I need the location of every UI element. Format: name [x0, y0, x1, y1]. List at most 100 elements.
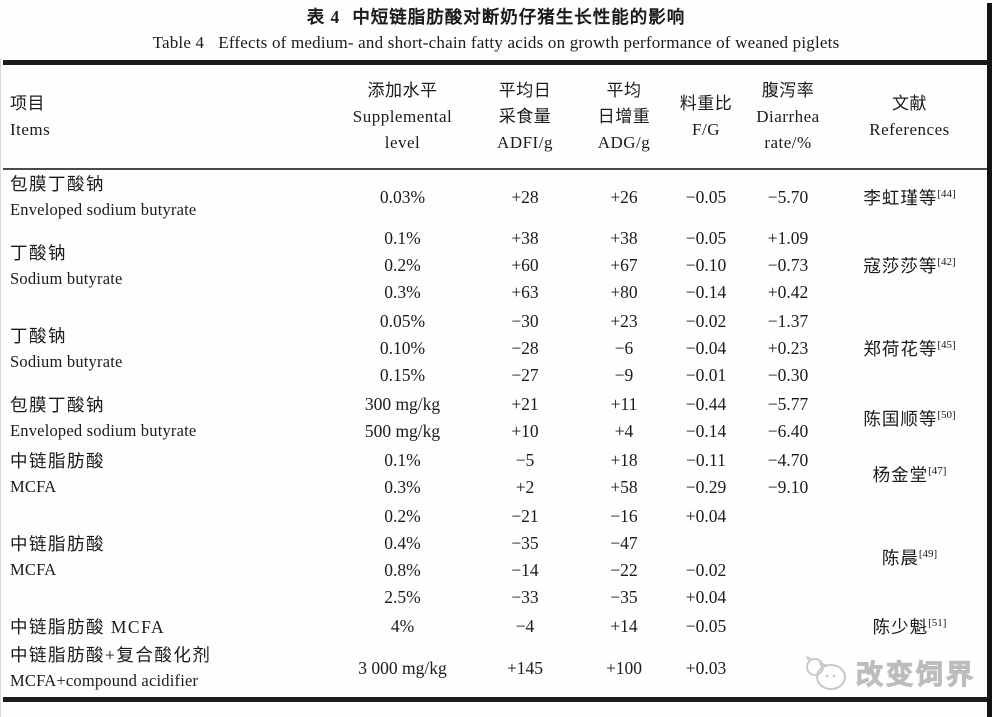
header-line: Supplemental: [352, 106, 453, 126]
cell-level: 4%: [390, 616, 415, 636]
item-name-zh: 丁酸钠: [10, 242, 67, 263]
cell-diarrhea: [744, 584, 832, 611]
table-group: 中链脂肪酸 MCFA 4% −4 +14 −0.05 陈少魁[51]: [3, 612, 987, 641]
cell-level: 0.2%: [384, 506, 421, 526]
table-body: 包膜丁酸钠 Enveloped sodium butyrate 0.03% +28 +2…: [0, 170, 992, 697]
cell-level: 0.03%: [379, 186, 426, 207]
reference: 郑荷花等[45]: [832, 336, 987, 361]
table-group: 包膜丁酸钠 Enveloped sodium butyrate 0.03% +28 +2…: [3, 170, 987, 224]
item-name-zh: 包膜丁酸钠: [10, 395, 105, 415]
cell-adg: −6: [614, 338, 634, 358]
table-title-en-text: Effects of medium- and short-chain fatty…: [218, 33, 840, 52]
cell-diarrhea: −1.37: [767, 311, 809, 331]
watermark-text: 改变饲界: [856, 660, 976, 691]
cell-level: 0.3%: [384, 477, 421, 497]
cell-level: 2.5%: [384, 587, 421, 607]
item-name-zh: 中链脂肪酸: [10, 534, 105, 554]
cell-adfi: −4: [515, 616, 535, 636]
cell-adfi: +10: [511, 421, 539, 441]
item-name-en: MCFA: [10, 477, 57, 496]
cell-level: 0.10%: [379, 338, 426, 358]
cell-adfi: −35: [511, 533, 539, 553]
reference-name: 陈国顺等: [863, 408, 938, 429]
cell-fg: −0.04: [685, 338, 727, 358]
cell-fg: +0.04: [685, 506, 727, 526]
cell-diarrhea: −0.30: [767, 365, 809, 385]
header-line: 文献: [892, 93, 927, 113]
table-title-en: Table 4 Effects of medium- and short-chai…: [0, 29, 992, 56]
table-group: 丁酸钠 Sodium butyrate 0.05% −30 +23 −0.02 −1.37 0…: [3, 307, 987, 390]
cell-level: 0.4%: [384, 533, 421, 553]
cell-adfi: −21: [511, 506, 539, 526]
value-grid: 300 mg/kg +21 +11 −0.44 −5.77 500 mg/kg +10 +4 −…: [335, 391, 832, 445]
item-cell: 中链脂肪酸 MCFA: [3, 614, 335, 640]
reference-name: 寇莎莎等: [863, 256, 938, 276]
cell-adg: +4: [614, 421, 634, 441]
column-header-fg: 料重比 F/G: [668, 91, 744, 143]
reference-superscript: [45]: [937, 339, 956, 352]
header-line: Items: [10, 119, 51, 139]
item-name-en: MCFA: [10, 560, 57, 579]
cell-adg: −22: [610, 560, 638, 580]
cell-adfi: +63: [511, 282, 539, 302]
cell-adg: −9: [614, 365, 634, 385]
reference-name: 陈少魁: [872, 617, 929, 637]
reference: 陈少魁[51]: [832, 614, 987, 639]
item-cell: 丁酸钠 Sodium butyrate: [3, 240, 335, 292]
cell-adg: +100: [605, 657, 643, 678]
item-cell: 丁酸钠 Sodium butyrate: [3, 323, 335, 375]
value-grid: 0.1% −5 +18 −0.11 −4.70 0.3% +2 +58 −0.29 −9.10: [335, 447, 832, 501]
cell-level: 300 mg/kg: [364, 394, 441, 414]
header-line: References: [869, 119, 950, 139]
cell-diarrhea: [744, 530, 832, 557]
cell-diarrhea: [744, 503, 832, 530]
item-name-en: Enveloped sodium butyrate: [10, 200, 197, 219]
cell-level: 0.15%: [379, 365, 426, 385]
value-grid: 0.05% −30 +23 −0.02 −1.37 0.10% −28 −6 −0.04 +0.2…: [335, 308, 832, 389]
cell-fg: −0.14: [685, 421, 727, 441]
item-name-zh: 包膜丁酸钠: [10, 174, 105, 194]
table-group: 中链脂肪酸 MCFA 0.2% −21 −16 +0.04 0.4% −35 −47 0.8% −1…: [3, 502, 987, 612]
table-bottom-rule: [3, 697, 992, 702]
header-line: ADG/g: [597, 132, 651, 152]
cell-fg: −0.02: [685, 560, 727, 580]
cell-adfi: +21: [511, 394, 539, 414]
table-group: 中链脂肪酸+复合酸化剂 MCFA+compound acidifier 3 000 …: [3, 641, 987, 695]
watermark-logo-icon: [805, 655, 846, 690]
reference-superscript: [42]: [937, 256, 956, 269]
cell-diarrhea: [744, 557, 832, 584]
header-line: rate/%: [764, 132, 812, 152]
cell-diarrhea: −5.77: [767, 394, 809, 414]
reference-name: 李虹瑾等: [863, 187, 938, 208]
cell-diarrhea: +1.09: [767, 228, 809, 248]
column-header-items: 项目 Items: [3, 91, 335, 143]
value-grid: 3 000 mg/kg +145 +100 +0.03: [335, 655, 832, 682]
header-line: 平均: [606, 80, 642, 100]
column-header-level: 添加水平 Supplemental level: [335, 78, 470, 156]
cell-adg: +38: [610, 228, 638, 248]
cell-diarrhea: −9.10: [767, 477, 809, 497]
value-grid: 0.2% −21 −16 +0.04 0.4% −35 −47 0.8% −14 −22 −0.02…: [335, 503, 832, 611]
header-line: 料重比: [679, 93, 733, 113]
scan-edge-left: [0, 58, 1, 717]
cell-adg: −35: [610, 587, 638, 607]
header-line: 平均日: [498, 80, 552, 100]
cell-adfi: −5: [515, 450, 535, 470]
cell-level: 0.2%: [384, 255, 421, 275]
column-header-adfi: 平均日 采食量 ADFI/g: [470, 78, 580, 156]
reference: 陈晨[49]: [832, 545, 987, 570]
cell-fg: −0.02: [685, 311, 727, 331]
item-name-en: MCFA+compound acidifier: [10, 671, 199, 690]
cell-adg: +80: [610, 282, 638, 302]
header-divider-rule: [3, 168, 992, 170]
cell-fg: [668, 530, 744, 557]
cell-adfi: −28: [511, 338, 539, 358]
table-caption: 表 4 中短链脂肪酸对断奶仔猪生长性能的影响 Table 4 Effects of …: [0, 0, 992, 56]
cell-adfi: +60: [511, 255, 539, 275]
cell-adg: +23: [610, 311, 638, 331]
item-name-en: Enveloped sodium butyrate: [10, 421, 197, 440]
header-line: F/G: [692, 119, 720, 139]
column-header-adg: 平均 日增重 ADG/g: [580, 78, 668, 156]
scan-edge-right: [987, 3, 992, 717]
